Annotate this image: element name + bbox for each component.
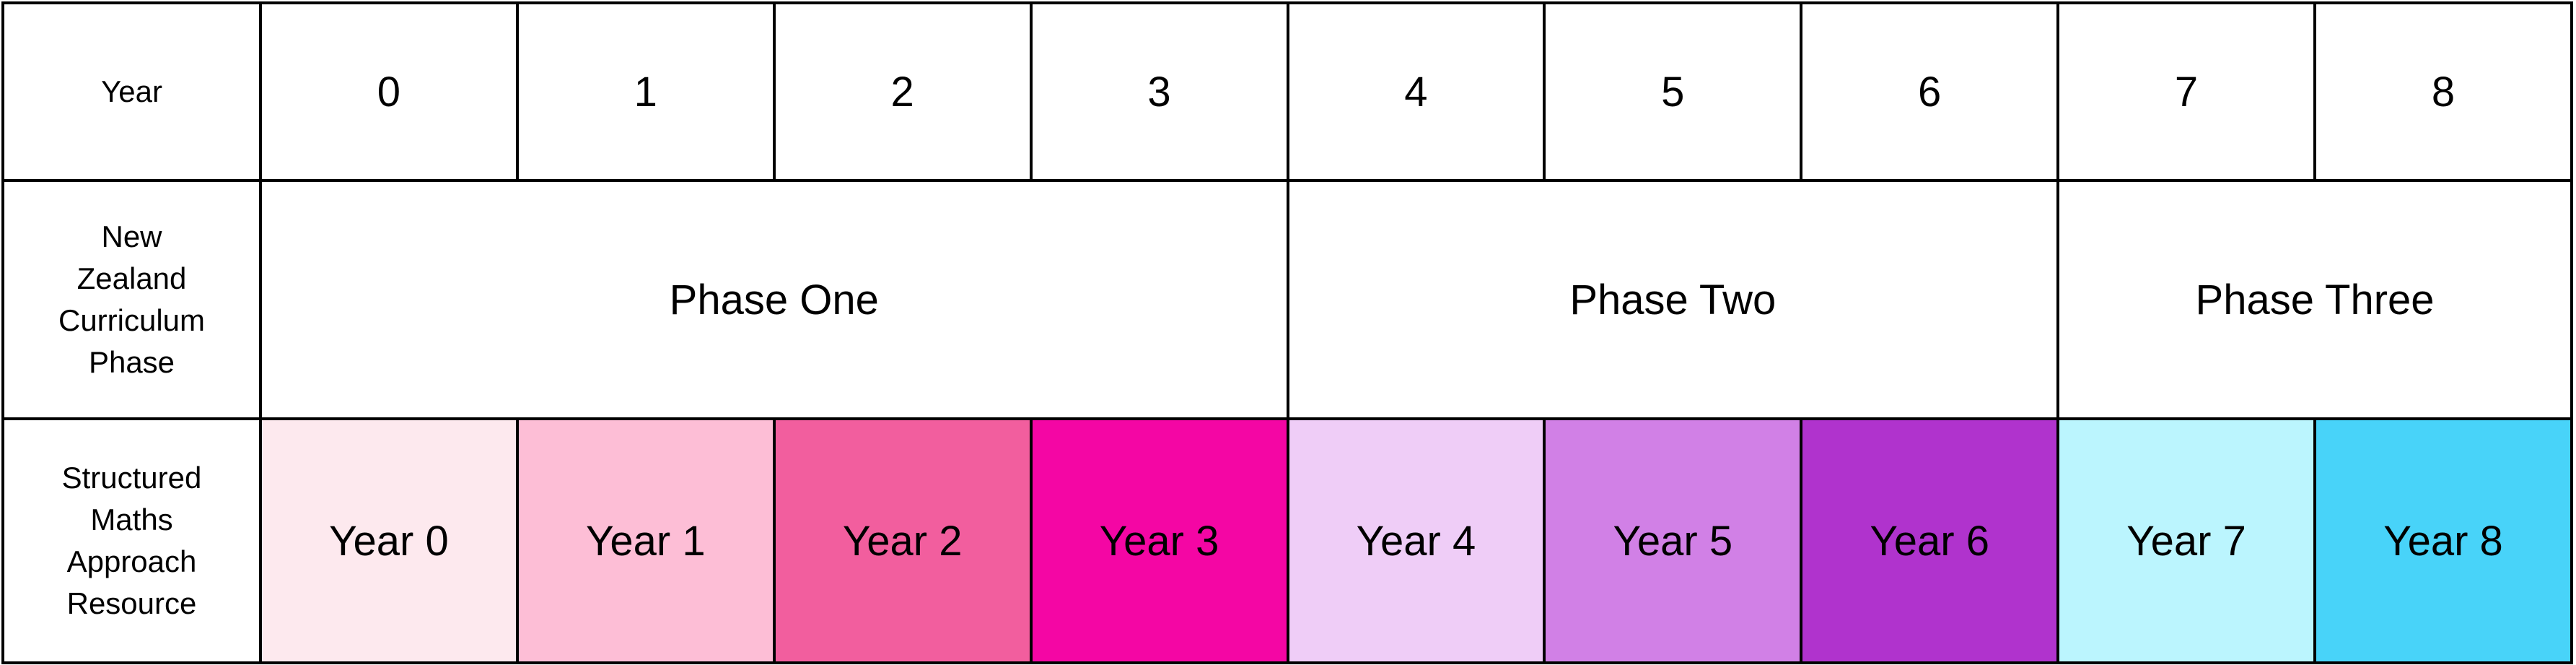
resource-year-8: Year 8 <box>2313 417 2573 664</box>
year-cell: 0 <box>259 1 519 182</box>
label-line: Curriculum <box>58 303 206 337</box>
year-cell: 8 <box>2313 1 2573 182</box>
resource-year-5: Year 5 <box>1543 417 1803 664</box>
phase-row: New Zealand Curriculum Phase Phase One P… <box>1 179 2573 420</box>
resource-year-7: Year 7 <box>2056 417 2316 664</box>
year-row: Year 0 1 2 3 4 5 6 7 8 <box>1 1 2573 182</box>
resource-row: Structured Maths Approach Resource Year … <box>1 417 2573 664</box>
label-line: Phase <box>88 345 175 379</box>
label-line: New <box>101 220 162 253</box>
year-cell: 2 <box>772 1 1033 182</box>
label-line: Structured <box>61 461 202 495</box>
resource-year-3: Year 3 <box>1029 417 1289 664</box>
phase-three-cell: Phase Three <box>2056 179 2573 420</box>
label-line: Zealand <box>76 261 187 295</box>
year-cell: 7 <box>2056 1 2316 182</box>
resource-year-0: Year 0 <box>259 417 519 664</box>
year-cell: 4 <box>1286 1 1546 182</box>
resource-row-label: Structured Maths Approach Resource <box>1 417 262 664</box>
label-line: Approach <box>66 544 197 578</box>
year-cell: 1 <box>515 1 776 182</box>
phase-row-label: New Zealand Curriculum Phase <box>1 179 262 420</box>
phase-one-cell: Phase One <box>259 179 1289 420</box>
resource-year-2: Year 2 <box>772 417 1033 664</box>
year-cell: 6 <box>1800 1 2060 182</box>
phase-two-cell: Phase Two <box>1286 179 2060 420</box>
resource-year-4: Year 4 <box>1286 417 1546 664</box>
year-cell: 3 <box>1029 1 1289 182</box>
resource-year-6: Year 6 <box>1800 417 2060 664</box>
year-cell: 5 <box>1543 1 1803 182</box>
resource-year-1: Year 1 <box>515 417 776 664</box>
label-line: Resource <box>66 586 197 620</box>
year-row-label: Year <box>1 1 262 182</box>
label-line: Maths <box>90 503 173 536</box>
